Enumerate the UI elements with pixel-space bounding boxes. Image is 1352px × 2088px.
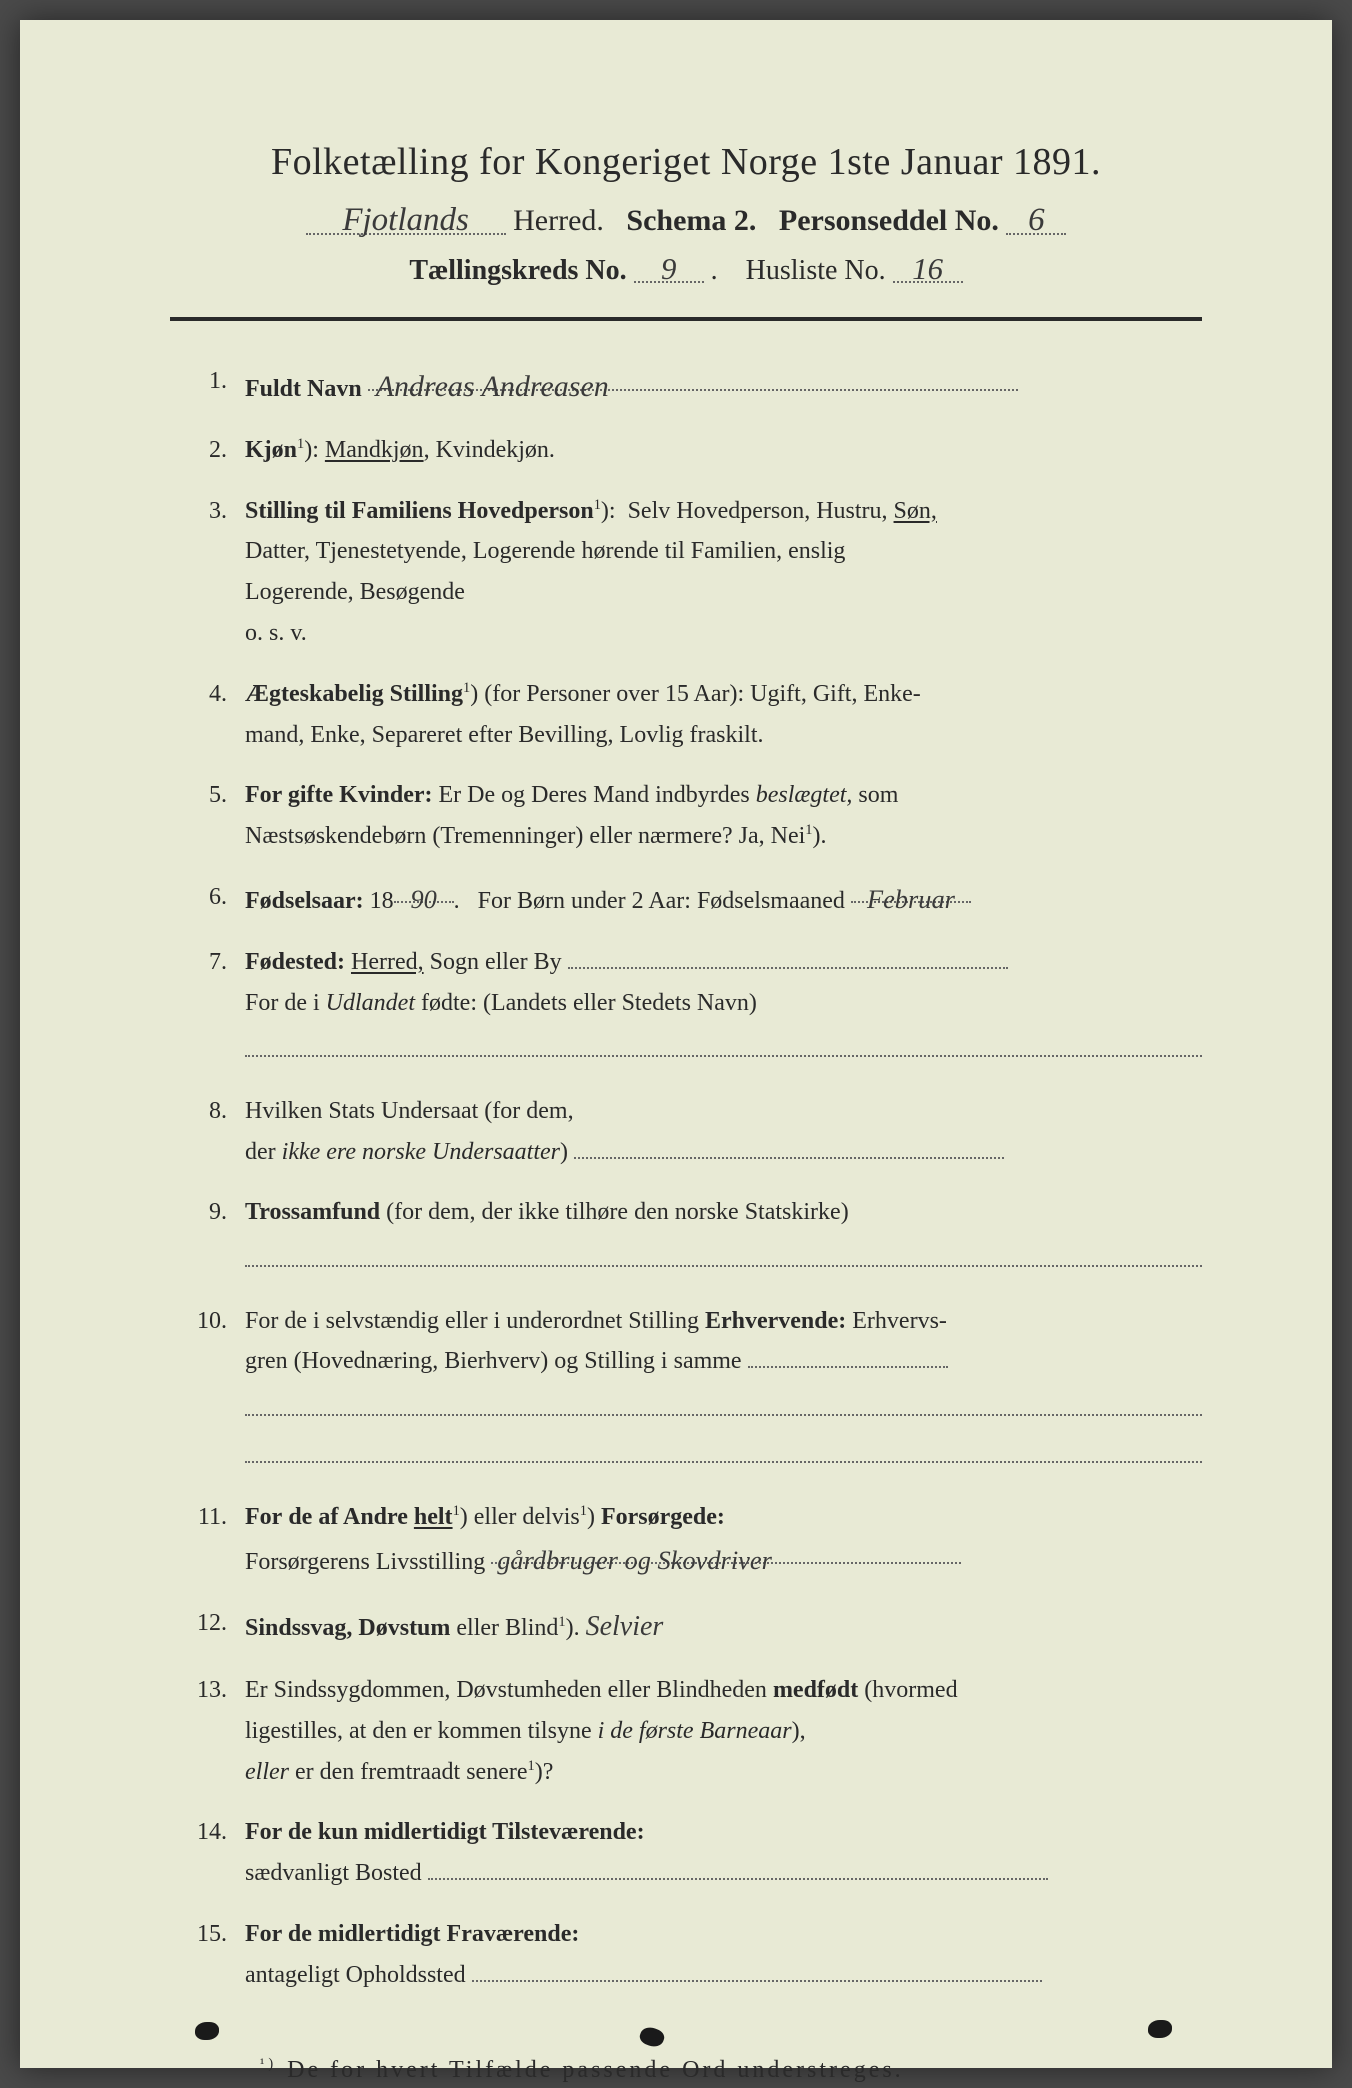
item-2-label: Kjøn [245,437,297,463]
item-14-label: For de kun midlertidigt Tilsteværende: [245,1819,645,1845]
item-13-2b: i de første Barneaar [598,1718,792,1744]
herred-value: Fjotlands [306,202,506,235]
item-11-1c: eller delvis [474,1504,580,1530]
item-5: 5. For gifte Kvinder: Er De og Deres Man… [190,775,1202,857]
item-7-2a: For de i [245,990,320,1016]
form-items: 1. Fuldt Navn Andreas Andreasen 2. Kjøn1… [170,361,1202,1996]
item-11-1a: For [245,1504,282,1530]
item-13-3b: er den fremtraadt senere [295,1759,528,1785]
page-damage-icon [638,2024,667,2049]
item-8-2a: der [245,1139,276,1165]
title-subline-2: Tællingskreds No. 9 . Husliste No. 16 [170,252,1202,287]
item-9: 9. Trossamfund (for dem, der ikke tilhør… [190,1192,1202,1280]
item-7: 7. Fødested: Herred, Sogn eller By For d… [190,942,1202,1071]
personseddel-value: 6 [1006,202,1066,235]
kreds-value: 9 [634,252,704,283]
item-11-value: gårdbruger og Skovdriver [491,1538,961,1564]
item-4-paren: (for Personer over 15 Aar): [484,681,744,707]
item-13-1c: (hvormed [864,1677,957,1703]
item-9-text: (for dem, der ikke tilhøre den norske St… [386,1199,849,1225]
title-subline-1: Fjotlands Herred. Schema 2. Personseddel… [170,202,1202,238]
husliste-value: 16 [893,252,963,283]
item-4-line1: Ugift, Gift, Enke- [750,681,921,707]
item-7-2b: Udlandet [326,990,415,1016]
item-10: 10. For de i selvstændig eller i underor… [190,1301,1202,1477]
title-main: Folketælling for Kongeriget Norge 1ste J… [170,140,1202,184]
item-12: 12. Sindssvag, Døvstum eller Blind1). Se… [190,1603,1202,1651]
personseddel-label: Personseddel No. [779,204,999,237]
item-15-label: For de midlertidigt Fraværende: [245,1921,579,1947]
item-6: 6. Fødselsaar: 1890. For Børn under 2 Aa… [190,877,1202,922]
item-8: 8. Hvilken Stats Undersaat (for dem, der… [190,1091,1202,1173]
item-11-2a: Forsørgerens Livsstilling [245,1549,485,1575]
item-10-1a: For de i selvstændig eller i underordnet… [245,1308,699,1334]
item-12-text: eller Blind [456,1615,558,1641]
item-5-1b: beslægtet, [756,782,853,808]
footnote: ¹) De for hvert Tilfælde passende Ord un… [170,2056,1202,2084]
item-13: 13. Er Sindssygdommen, Døvstumheden elle… [190,1670,1202,1792]
page-damage-icon [195,2022,219,2040]
item-14-line2: sædvanligt Bosted [245,1860,422,1886]
item-11-1d: Forsørgede: [601,1504,725,1530]
item-1-value: Andreas Andreasen [368,361,1018,391]
item-13-1a: Er Sindssygdommen, Døvstumheden eller Bl… [245,1677,767,1703]
item-15-line2: antageligt Opholdssted [245,1962,466,1988]
item-8-2b: ikke ere norske Undersaatter [282,1139,560,1165]
item-13-2a: ligestilles, at den er kommen tilsyne [245,1718,592,1744]
item-5-line2: Næstsøskendebørn (Tremenninger) eller næ… [245,823,805,849]
item-9-label: Trossamfund [245,1199,380,1225]
item-11: 11. For de af Andre helt1) eller delvis1… [190,1497,1202,1583]
kreds-label: Tællingskreds No. [409,255,626,286]
item-7-label: Fødested: [245,949,345,975]
item-14: 14. For de kun midlertidigt Tilsteværend… [190,1812,1202,1894]
item-6-label-a: Fødselsaar: [245,888,364,914]
item-1-label: Fuldt Navn [245,376,362,402]
item-1: 1. Fuldt Navn Andreas Andreasen [190,361,1202,410]
header-divider [170,317,1202,321]
item-12-value: Selvier [586,1611,664,1642]
item-3-line2: Datter, Tjenestetyende, Logerende hørend… [245,538,845,564]
item-10-1b: Erhvervende: [705,1308,846,1334]
item-6-month: Februar [851,877,971,903]
item-4: 4. Ægteskabelig Stilling1) (for Personer… [190,674,1202,756]
item-8-line1: Hvilken Stats Undersaat (for dem, [245,1098,574,1124]
item-13-3a: eller [245,1759,289,1785]
item-12-label: Sindssvag, Døvstum [245,1615,450,1641]
item-7-2c: fødte: (Landets eller Stedets Navn) [421,990,757,1016]
schema-label: Schema 2. [626,204,756,237]
item-4-label: Ægteskabelig Stilling [245,681,463,707]
item-10-1c: Erhvervs- [852,1308,947,1334]
item-3-line3: Logerende, Besøgende [245,579,465,605]
footnote-text: De for hvert Tilfælde passende Ord under… [287,2057,904,2083]
item-6-label-b: For Børn under 2 Aar: Fødselsmaaned [478,888,845,914]
item-5-1a: Er De og Deres Mand indbyrdes [439,782,750,808]
husliste-label: Husliste No. [746,255,886,286]
footnote-marker: ¹) [260,2056,277,2072]
item-3-label: Stilling til Familiens Hovedperson [245,498,594,524]
item-15: 15. For de midlertidigt Fraværende: anta… [190,1914,1202,1996]
item-4-line2: mand, Enke, Separeret efter Bevilling, L… [245,722,764,748]
item-6-year: 90 [394,877,454,903]
item-3-line4: o. s. v. [245,620,307,646]
form-header: Folketælling for Kongeriget Norge 1ste J… [170,140,1202,287]
page-damage-icon [1148,2020,1172,2038]
item-3: 3. Stilling til Familiens Hovedperson1):… [190,491,1202,654]
item-5-label: For gifte Kvinder: [245,782,433,808]
item-10-line2: gren (Hovednæring, Bierhverv) og Stillin… [245,1348,742,1374]
census-form-page: Folketælling for Kongeriget Norge 1ste J… [20,20,1332,2068]
item-6-year-prefix: 18 [370,888,394,914]
item-2: 2. Kjøn1): Mandkjøn, Kvindekjøn. [190,430,1202,471]
item-5-1c: som [858,782,898,808]
item-13-1b: medfødt [773,1677,858,1703]
herred-label: Herred. [513,204,604,237]
